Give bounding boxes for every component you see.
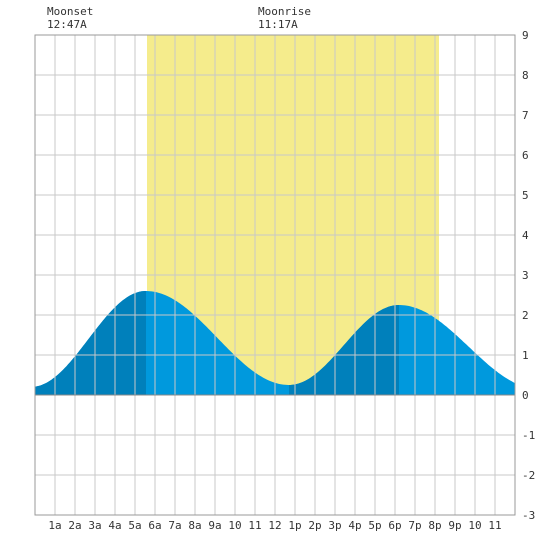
- x-tick-label: 5p: [368, 519, 381, 532]
- x-tick-label: 2p: [308, 519, 321, 532]
- x-tick-label: 11: [488, 519, 501, 532]
- x-tick-label: 5a: [128, 519, 141, 532]
- x-tick-label: 8p: [428, 519, 441, 532]
- x-tick-label: 4p: [348, 519, 361, 532]
- x-tick-label: 3p: [328, 519, 341, 532]
- grid-layer: [34, 34, 516, 516]
- y-tick-label: 5: [522, 189, 529, 202]
- x-tick-label: 8a: [188, 519, 201, 532]
- y-tick-label: 4: [522, 229, 529, 242]
- x-tick-label: 9a: [208, 519, 221, 532]
- x-tick-label: 6p: [388, 519, 401, 532]
- x-tick-label: 6a: [148, 519, 161, 532]
- y-tick-label: 3: [522, 269, 529, 282]
- moonset-time: 12:47A: [47, 18, 87, 31]
- moonrise-time: 11:17A: [258, 18, 298, 31]
- tide-rising-segment: [289, 305, 399, 395]
- x-tick-label: 7p: [408, 519, 421, 532]
- y-tick-label: 7: [522, 109, 529, 122]
- x-tick-label: 11: [248, 519, 261, 532]
- x-tick-label: 3a: [88, 519, 101, 532]
- x-tick-label: 12: [268, 519, 281, 532]
- y-tick-label: 8: [522, 69, 529, 82]
- moonrise-label: Moonrise: [258, 5, 311, 18]
- y-tick-label: 2: [522, 309, 529, 322]
- x-tick-label: 1a: [48, 519, 61, 532]
- y-tick-label: -2: [522, 469, 535, 482]
- plot-frame: [34, 34, 516, 516]
- x-tick-label: 4a: [108, 519, 121, 532]
- x-tick-label: 2a: [68, 519, 81, 532]
- y-tick-label: -3: [522, 509, 535, 522]
- y-tick-label: 9: [522, 29, 529, 42]
- y-tick-label: 1: [522, 349, 529, 362]
- x-tick-label: 1p: [288, 519, 301, 532]
- tide-rising-segment: [35, 291, 146, 395]
- y-tick-label: -1: [522, 429, 535, 442]
- x-tick-label: 7a: [168, 519, 181, 532]
- x-tick-label: 9p: [448, 519, 461, 532]
- y-tick-label: 0: [522, 389, 529, 402]
- x-tick-label: 10: [468, 519, 481, 532]
- y-tick-label: 6: [522, 149, 529, 162]
- moonset-label: Moonset: [47, 5, 94, 18]
- x-tick-label: 10: [228, 519, 241, 532]
